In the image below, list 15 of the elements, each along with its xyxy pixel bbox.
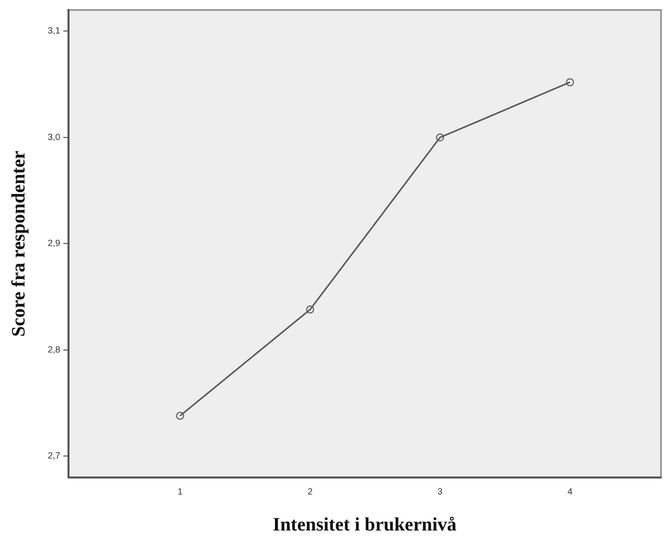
x-tick-label: 3 — [438, 486, 443, 496]
y-tick-label: 2,8 — [48, 344, 60, 354]
point — [436, 133, 444, 142]
x-tick-label: 2 — [308, 486, 313, 496]
x-axis-title: Intensitet i brukernivå — [272, 514, 457, 536]
y-axis-title: Score fra respondenter — [8, 150, 30, 337]
x-tick-label: 4 — [568, 486, 573, 496]
y-tick-label: 2,7 — [48, 450, 60, 461]
x-tick-label: 1 — [178, 486, 183, 496]
point — [176, 412, 184, 420]
y-tick-label: 3,1 — [48, 26, 60, 36]
point — [566, 78, 574, 86]
y-tick-label: 2,9 — [48, 238, 60, 248]
point — [306, 306, 314, 314]
y-tick-label: 3,0 — [48, 132, 60, 142]
